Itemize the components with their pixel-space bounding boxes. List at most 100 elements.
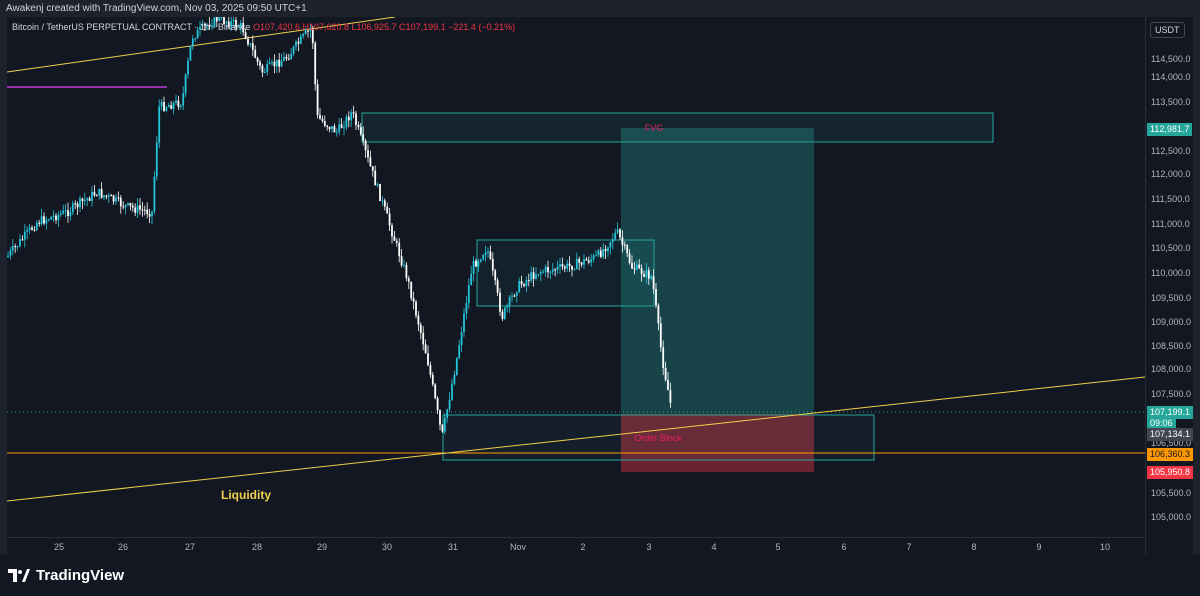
candle-body (187, 60, 189, 75)
symbol-legend[interactable]: Bitcoin / TetherUS PERPETUAL CONTRACT · … (12, 22, 515, 32)
candle-body (518, 281, 521, 293)
candle-body (148, 213, 151, 217)
candle-body (247, 38, 249, 45)
candle-body (388, 213, 391, 226)
candle-body (652, 276, 655, 290)
candle-body (55, 215, 57, 221)
chart-pane[interactable]: FVG Order Block Liquidity Bitcoin / Teth… (7, 17, 1145, 555)
candle-body (57, 214, 60, 221)
target-zone[interactable] (621, 128, 814, 414)
candle-body (14, 246, 17, 248)
candle-body (179, 105, 182, 107)
y-tick-label: 108,000.0 (1151, 364, 1192, 374)
y-tick-label: 112,000.0 (1151, 169, 1191, 179)
candle-body (619, 229, 621, 238)
candle-body (134, 207, 137, 213)
y-tick-label: 106,500.0 (1151, 438, 1192, 448)
candle-body (568, 263, 571, 266)
range-box[interactable] (476, 239, 655, 307)
candle-body (292, 46, 295, 54)
tradingview-logo[interactable]: TradingView (8, 567, 124, 584)
candle-body (467, 285, 470, 304)
candle-body (539, 272, 542, 275)
candle-body (494, 270, 497, 281)
candle-body (592, 255, 595, 260)
candle-body (419, 324, 422, 333)
candle-body (590, 259, 593, 263)
price-axis[interactable]: 114,500.0 114,000.0 113,500.0 112,500.0 112,… (1145, 17, 1194, 555)
candle-body (638, 264, 641, 269)
candle-body (470, 273, 473, 286)
candle-body (62, 210, 65, 214)
candle-body (350, 112, 353, 121)
candle-body (50, 216, 53, 220)
candle-body (532, 272, 535, 279)
liquidity-label: Liquidity (221, 488, 271, 502)
candle-body (383, 200, 386, 207)
candle-body (626, 245, 629, 254)
candle-body (655, 289, 657, 306)
candle-body (177, 100, 180, 107)
candle-body (597, 250, 600, 255)
candle-body (338, 124, 341, 132)
candle-body (616, 229, 619, 233)
lower-trendline[interactable] (7, 376, 1145, 502)
candle-body (429, 365, 432, 375)
candle-body (244, 32, 247, 39)
candle-body (230, 21, 233, 27)
candle-body (448, 399, 451, 410)
candle-body (199, 26, 201, 30)
candle-body (287, 58, 290, 60)
x-tick-label: 26 (117, 542, 129, 552)
upper-trendline[interactable] (7, 17, 396, 73)
candle-body (343, 127, 345, 129)
time-axis[interactable]: 25 26 27 28 29 30 31 Nov 2 3 4 5 6 7 8 9 10 (7, 537, 1145, 556)
candle-body (23, 231, 26, 240)
candle-body (28, 227, 31, 230)
candle-body (88, 198, 91, 201)
candle-body (499, 292, 501, 312)
x-tick-label: 30 (381, 542, 393, 552)
candle-body (218, 17, 221, 21)
fvg-label: FVG (645, 123, 664, 133)
candle-body (376, 183, 379, 186)
candle-body (249, 43, 252, 45)
x-tick-label: 6 (841, 542, 847, 552)
candle-body (263, 71, 266, 73)
candle-body (595, 254, 597, 256)
candle-body (410, 281, 413, 299)
candle-body (525, 280, 528, 286)
candle-body (307, 30, 309, 32)
candle-body (487, 251, 489, 253)
candle-body (95, 195, 98, 197)
candle-body (98, 188, 101, 196)
x-tick-label: 4 (711, 542, 717, 552)
currency-button[interactable]: USDT (1150, 22, 1185, 38)
candle-body (235, 19, 237, 28)
candle-body (400, 256, 403, 266)
candle-body (143, 209, 146, 211)
candle-body (83, 199, 86, 202)
candle-body (297, 41, 300, 44)
price-chart[interactable]: FVG Order Block Liquidity (7, 17, 1145, 555)
candle-body (501, 311, 504, 319)
candle-body (40, 216, 43, 224)
candle-body (580, 262, 583, 265)
candle-body (650, 276, 653, 279)
candle-body (110, 195, 113, 197)
candle-body (19, 239, 21, 247)
candle-body (364, 140, 367, 151)
candle-body (611, 239, 614, 242)
candle-body (232, 19, 235, 22)
candle-body (239, 22, 242, 27)
candle-body (206, 24, 209, 26)
candle-body (489, 251, 492, 259)
candle-body (11, 246, 14, 251)
candle-body (316, 84, 319, 116)
fvg-box[interactable] (361, 112, 994, 143)
candle-body (64, 210, 67, 212)
candle-body (335, 131, 338, 133)
candle-body (554, 269, 557, 271)
candle-body (129, 203, 132, 206)
candle-body (215, 17, 218, 22)
